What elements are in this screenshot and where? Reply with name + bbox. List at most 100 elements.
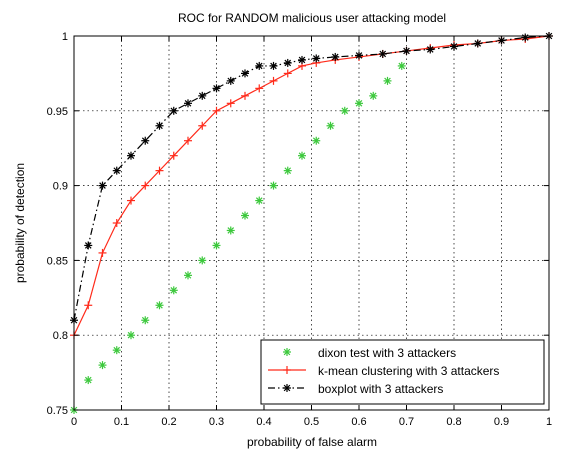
data-point-dixon (84, 376, 93, 385)
data-point-dixon (184, 271, 192, 280)
marker-stroke-d2 (99, 182, 106, 189)
data-point-boxplot (169, 106, 178, 115)
data-point-kmean (226, 99, 235, 108)
x-tick-label: 1 (546, 416, 552, 428)
axis-ticks: 0 0.1 0.2 0.3 0.4 0.5 0.6 0.7 0.8 0.9 1 0.75 0.8 0.85… (47, 31, 552, 428)
legend-label-boxplot: boxplot with 3 attackers (318, 382, 443, 396)
x-axis-label: probability of false alarm (247, 435, 377, 449)
legend-label-kmean: k-mean clustering with 3 attackers (318, 364, 499, 378)
marker-stroke-d2 (426, 46, 434, 53)
data-point-kmean (84, 301, 93, 310)
marker-stroke-d2 (384, 77, 391, 85)
marker-stroke-d2 (298, 152, 306, 159)
marker-stroke-d2 (283, 384, 291, 392)
marker-stroke-d2 (99, 361, 106, 369)
data-point-dixon (355, 99, 363, 108)
data-point-dixon (369, 91, 378, 100)
marker-stroke-d2 (198, 257, 206, 264)
x-tick-label: 0.4 (256, 416, 271, 428)
marker-stroke-d2 (312, 137, 320, 145)
marker-stroke-d2 (355, 52, 363, 59)
data-point-kmean (98, 248, 107, 257)
series-line-boxplot (73, 35, 550, 321)
data-point-boxplot (378, 49, 387, 58)
data-point-dixon (383, 76, 392, 85)
marker-stroke-d2 (369, 92, 377, 100)
marker-stroke-d2 (227, 227, 235, 234)
marker-stroke-d2 (270, 62, 277, 70)
marker-stroke-d2 (327, 122, 334, 130)
data-point-boxplot (355, 51, 363, 60)
marker-stroke-d2 (241, 212, 249, 219)
data-point-boxplot (184, 99, 192, 108)
legend-label-dixon: dixon test with 3 attackers (318, 346, 456, 360)
data-point-kmean (184, 136, 192, 145)
data-point-boxplot (402, 46, 411, 55)
marker-stroke-d2 (474, 40, 482, 47)
data-point-kmean (112, 219, 121, 227)
marker-stroke-d2 (113, 167, 121, 174)
marker-stroke-d2 (298, 56, 306, 64)
data-point-dixon (169, 286, 178, 295)
data-point-dixon (312, 136, 321, 145)
y-axis-label: probability of detection (13, 163, 27, 283)
data-point-dixon (98, 361, 107, 370)
x-tick-label: 0.3 (209, 416, 224, 428)
legend: dixon test with 3 attackers k-mean clust… (260, 339, 545, 405)
marker-stroke-d2 (355, 100, 363, 107)
data-point-boxplot (84, 241, 93, 250)
marker-stroke-d2 (284, 59, 292, 67)
y-tick-label: 0.85 (47, 255, 68, 267)
legend-marker-boxplot (283, 384, 291, 392)
marker-stroke-d2 (241, 70, 249, 77)
data-point-boxplot (450, 42, 458, 51)
data-point-boxplot (298, 55, 306, 64)
data-point-boxplot (241, 69, 249, 78)
marker-stroke-d2 (84, 242, 92, 249)
marker-stroke-d2 (170, 107, 178, 115)
data-point-kmean (212, 106, 221, 115)
data-point-kmean (169, 151, 178, 160)
data-point-kmean (283, 69, 292, 78)
data-point-boxplot (269, 61, 278, 70)
data-point-kmean (198, 121, 207, 130)
chart-title: ROC for RANDOM malicious user attacking … (178, 11, 446, 25)
series-line-kmean (73, 35, 550, 336)
data-point-kmean (269, 76, 278, 85)
series-dixon (70, 61, 406, 414)
marker-stroke-d2 (270, 182, 277, 189)
legend-box (260, 339, 545, 405)
marker-stroke-d2 (127, 152, 135, 159)
legend-samples (268, 348, 306, 392)
x-tick-label: 0.7 (399, 416, 414, 428)
marker-stroke-d2 (450, 43, 458, 50)
legend-marker-dixon (283, 348, 291, 356)
marker-stroke-d2 (156, 301, 163, 309)
data-point-dixon (241, 211, 249, 220)
data-point-boxplot (331, 52, 340, 61)
marker-stroke-d2 (283, 348, 291, 356)
series-boxplot (70, 32, 553, 325)
data-point-boxplot (473, 39, 482, 48)
data-point-kmean (255, 84, 264, 93)
marker-stroke-d2 (113, 346, 121, 354)
data-point-boxplot (283, 58, 292, 67)
data-point-boxplot (255, 61, 264, 70)
marker-stroke-d2 (141, 137, 149, 145)
x-tick-label: 0.2 (161, 416, 176, 428)
marker-stroke-d2 (379, 50, 387, 58)
y-tick-label: 0.95 (47, 106, 68, 118)
x-tick-label: 0.5 (304, 416, 319, 428)
marker-stroke-d2 (403, 47, 410, 55)
data-point-kmean (155, 166, 164, 175)
x-tick-label: 0 (71, 416, 77, 428)
marker-stroke-d2 (198, 92, 206, 100)
marker-stroke-d2 (255, 197, 263, 204)
data-point-boxplot (212, 84, 221, 93)
data-point-dixon (226, 226, 235, 235)
y-tick-label: 0.9 (53, 181, 68, 193)
x-tick-label: 0.6 (351, 416, 366, 428)
data-point-dixon (298, 151, 306, 160)
